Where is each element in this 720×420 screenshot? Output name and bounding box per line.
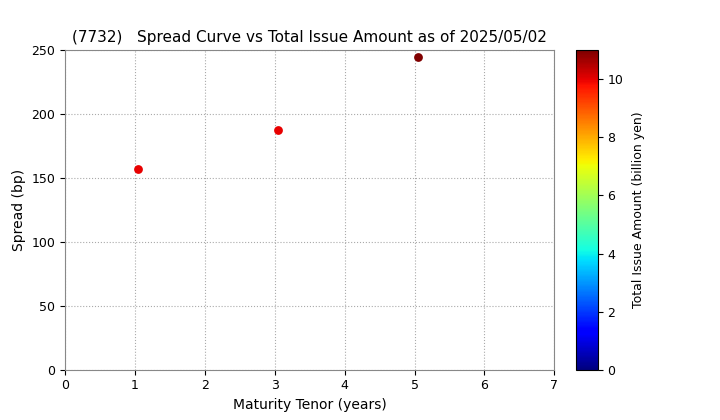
Point	[413, 53, 424, 60]
Title: (7732)   Spread Curve vs Total Issue Amount as of 2025/05/02: (7732) Spread Curve vs Total Issue Amoun…	[72, 30, 547, 45]
X-axis label: Maturity Tenor (years): Maturity Tenor (years)	[233, 398, 387, 412]
Y-axis label: Total Issue Amount (billion yen): Total Issue Amount (billion yen)	[631, 112, 644, 308]
Point	[132, 166, 144, 173]
Point	[272, 126, 284, 133]
Y-axis label: Spread (bp): Spread (bp)	[12, 169, 26, 251]
